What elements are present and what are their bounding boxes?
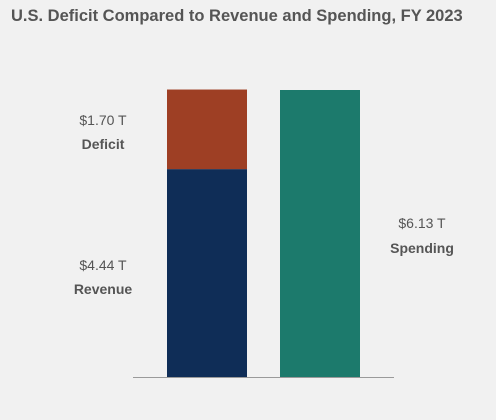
revenue-name-label: Revenue (74, 281, 133, 297)
deficit-value-label: $1.70 T (79, 112, 127, 128)
revenue-value-label: $4.44 T (79, 257, 127, 273)
revenue-bar (167, 169, 247, 377)
spending-value-label: $6.13 T (398, 215, 446, 231)
spending-bar (280, 90, 360, 377)
deficit-bar (167, 90, 247, 170)
deficit-name-label: Deficit (82, 136, 125, 152)
spending-name-label: Spending (390, 240, 454, 256)
